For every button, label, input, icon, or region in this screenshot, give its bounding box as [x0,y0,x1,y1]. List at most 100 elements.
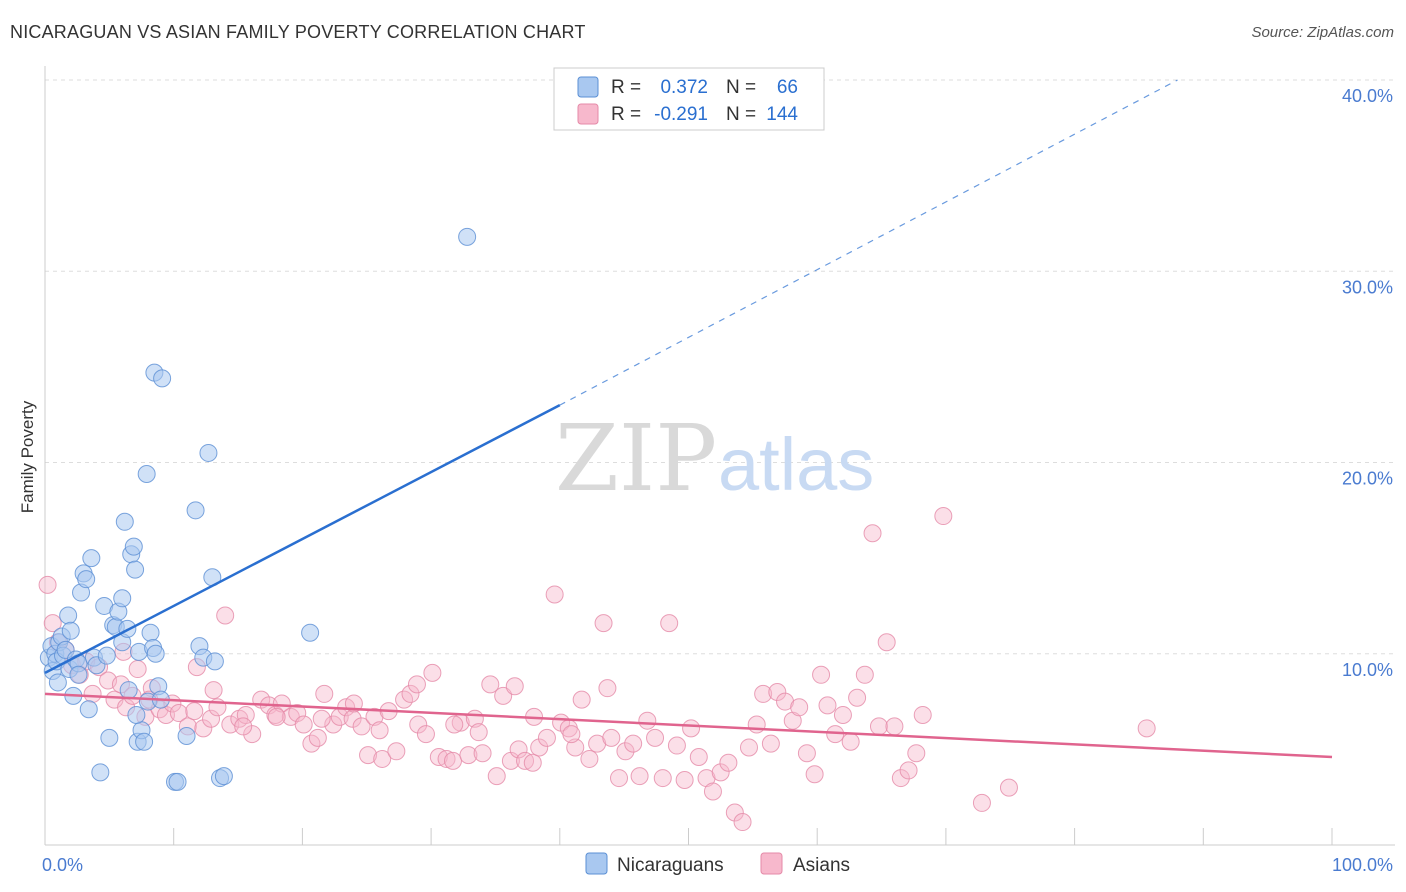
nicaraguan-point-10 [59,606,78,625]
nicaraguan-point-54 [186,501,205,520]
nicaraguans-trend-extension [559,79,1178,406]
series-legend: Nicaraguans Asians [585,852,850,876]
asian-point-133 [267,707,286,726]
asian-point-57 [437,749,456,768]
asian-point-130 [185,702,204,721]
asian-point-48 [373,749,392,768]
asian-point-81 [610,769,629,788]
asian-point-127 [1137,719,1156,738]
asian-point-91 [682,719,701,738]
asian-point-72 [545,585,564,604]
asian-point-110 [818,696,837,715]
asian-point-1 [43,614,62,633]
asian-point-115 [855,665,874,684]
asian-point-50 [387,742,406,761]
asian-point-112 [833,705,852,724]
asian-point-119 [885,717,904,736]
y-tick-label-2: 30.0% [1342,277,1393,297]
asian-point-37 [294,715,313,734]
data-points [38,227,1156,832]
stats-legend: R = 0.372 N = 66 R = -0.291 N = 144 [553,67,825,131]
asian-point-23 [194,719,213,738]
nicaraguan-point-42 [137,464,156,483]
asian-point-134 [312,709,331,728]
asian-point-36 [288,704,307,723]
asian-point-53 [409,715,428,734]
y-axis-label: Family Poverty [18,400,37,513]
asian-point-90 [675,770,694,789]
legend-asians-swatch [760,852,783,875]
asian-point-30 [243,725,262,744]
asian-point-64 [487,767,506,786]
asian-point-65 [494,686,513,705]
asian-point-118 [877,633,896,652]
asian-point-85 [638,711,657,730]
asian-point-69 [523,753,542,772]
trend-lines [44,79,1333,759]
nicaraguan-point-64 [127,705,146,724]
legend-nicaraguans-label: Nicaraguans [617,855,724,876]
asian-point-0 [38,575,57,594]
asian-point-75 [566,738,585,757]
asian-point-100 [747,715,766,734]
legend-asians-label: Asians [793,855,850,876]
asian-point-83 [624,734,643,753]
asian-point-136 [370,721,389,740]
nicaraguan-point-62 [301,623,320,642]
asian-point-79 [594,614,613,633]
asian-point-92 [689,748,708,767]
asian-point-39 [308,728,327,747]
nicaraguan-point-50 [153,369,172,388]
watermark: ZIP atlas [555,405,874,512]
asian-point-58 [443,751,462,770]
asian-point-137 [407,675,426,694]
asian-point-143 [598,679,617,698]
y-tick-label-1: 20.0% [1342,469,1393,489]
nicaraguan-point-52 [168,772,187,791]
asian-point-89 [667,736,686,755]
asian-point-86 [646,728,665,747]
nicaraguan-point-20 [82,549,101,568]
nicaraguan-point-23 [91,763,110,782]
asian-point-101 [754,684,773,703]
asian-point-44 [343,709,362,728]
y-tick-label-3: 40.0% [1342,86,1393,106]
asian-point-68 [516,751,535,770]
nicaraguan-point-57 [199,443,218,462]
nicaraguans-r-label: R = [611,77,641,98]
asian-point-80 [602,728,621,747]
nicaraguan-point-25 [97,646,116,665]
asians-r-label: R = [611,104,641,125]
legend-nicaraguans-swatch [585,852,608,875]
asian-point-26 [216,606,235,625]
asian-point-55 [423,663,442,682]
nicaraguan-point-59 [205,652,224,671]
nicaraguan-point-32 [115,512,134,531]
asian-point-7 [83,684,102,703]
watermark-zip: ZIP [555,405,717,512]
nicaraguan-point-41 [135,732,154,751]
nicaraguan-point-5 [48,673,67,692]
asian-point-96 [719,753,738,772]
asian-point-125 [972,793,991,812]
y-tick-label-0: 10.0% [1342,660,1393,680]
nicaraguan-point-26 [100,728,119,747]
asians-n-value: 144 [766,104,798,125]
asian-point-140 [505,677,524,696]
asian-point-122 [907,744,926,763]
asian-point-20 [169,704,188,723]
nicaraguan-point-34 [119,681,138,700]
asian-point-76 [572,690,591,709]
asian-point-116 [863,524,882,543]
nicaraguans-trend-line [44,404,561,674]
x-tick-label-0: 0.0% [42,855,83,875]
asian-point-29 [236,705,255,724]
asian-point-82 [616,742,635,761]
nicaraguans-swatch [577,76,599,98]
asian-point-123 [913,705,932,724]
asian-point-52 [401,684,420,703]
asian-point-14 [128,660,147,679]
watermark-atlas: atlas [718,423,874,506]
nicaraguan-point-37 [126,560,145,579]
